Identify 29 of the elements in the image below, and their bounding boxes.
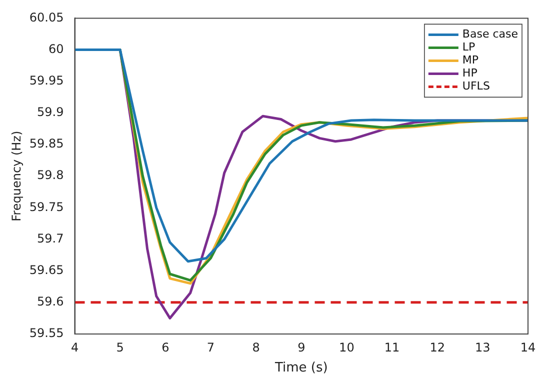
- y-axis-title: Frequency (Hz): [9, 130, 24, 222]
- x-tick-label: 13: [475, 340, 490, 354]
- y-tick-label: 59.85: [29, 136, 64, 151]
- y-tick-label: 59.9: [37, 105, 64, 120]
- x-tick-label: 9: [298, 340, 306, 354]
- x-axis-title: Time (s): [274, 360, 328, 376]
- x-tick-label: 10: [339, 340, 354, 354]
- y-tick-label: 59.75: [29, 200, 64, 214]
- legend-label: HP: [462, 66, 478, 80]
- x-tick-label: 12: [430, 340, 445, 354]
- legend-label: Base case: [462, 28, 518, 41]
- legend-label: UFLS: [462, 80, 490, 93]
- x-tick-label: 11: [384, 340, 400, 354]
- y-tick-label: 59.7: [37, 231, 64, 246]
- y-tick-label: 60.05: [29, 10, 64, 24]
- legend-label: MP: [462, 54, 479, 67]
- y-tick-label: 59.95: [29, 73, 64, 88]
- y-tick-label: 59.6: [37, 294, 64, 309]
- y-tick-label: 60: [48, 42, 64, 56]
- x-tick-label: 7: [206, 340, 215, 354]
- y-tick-label: 59.8: [37, 168, 64, 182]
- y-tick-label: 59.55: [29, 326, 64, 340]
- x-tick-label: 8: [252, 340, 260, 354]
- x-tick-label: 5: [116, 340, 124, 354]
- legend-label: LP: [462, 40, 476, 54]
- x-tick-label: 6: [162, 340, 170, 354]
- y-tick-label: 59.65: [29, 262, 64, 277]
- x-tick-label: 4: [70, 340, 79, 354]
- x-tick-label: 14: [520, 340, 536, 354]
